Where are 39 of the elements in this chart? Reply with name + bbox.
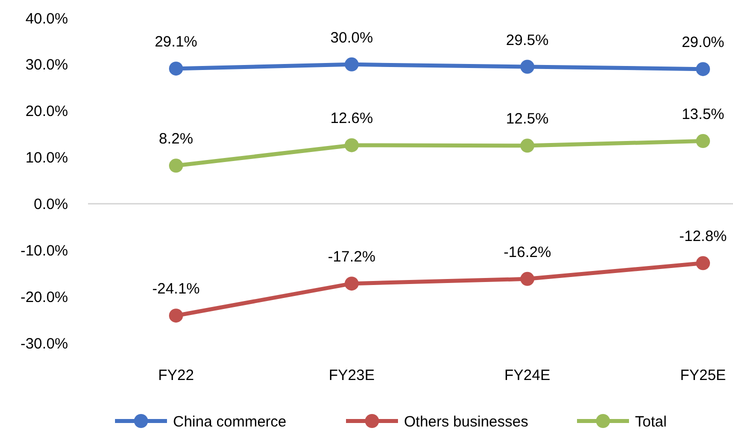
- point: [696, 62, 710, 76]
- y-tick-label: 30.0%: [25, 56, 68, 74]
- point: [344, 138, 359, 152]
- legend-label: China commerce: [173, 413, 286, 430]
- data-label: -16.2%: [504, 244, 552, 261]
- x-tick-label: FY23E: [328, 367, 375, 384]
- data-label: 13.5%: [682, 106, 724, 124]
- data-label: 12.5%: [506, 110, 549, 128]
- x-tick-label: FY22: [158, 367, 194, 384]
- point: [344, 57, 359, 72]
- point: [169, 158, 183, 173]
- legend-label: Others businesses: [404, 413, 528, 430]
- data-label: -17.2%: [328, 248, 376, 266]
- data-label: -12.8%: [679, 228, 727, 246]
- data-label: 8.2%: [158, 130, 194, 148]
- y-tick-label: 10.0%: [25, 150, 68, 167]
- point: [520, 272, 534, 286]
- data-label: -24.1%: [152, 280, 200, 298]
- data-label: 29.0%: [682, 34, 724, 52]
- y-tick-label: 20.0%: [25, 103, 68, 120]
- point: [520, 60, 534, 74]
- data-label: 30.0%: [330, 29, 373, 46]
- data-label: 29.5%: [506, 32, 549, 49]
- y-tick-label: 0.0%: [34, 196, 68, 213]
- x-tick-label: FY24E: [504, 367, 550, 384]
- point: [344, 276, 359, 291]
- point: [169, 308, 183, 323]
- data-label: 29.1%: [154, 34, 198, 51]
- data-label: 12.6%: [330, 110, 373, 128]
- y-tick-label: -20.0%: [20, 288, 68, 306]
- y-tick-label: -30.0%: [20, 335, 68, 352]
- legend-label: Total: [635, 413, 667, 430]
- point: [520, 138, 534, 153]
- y-tick-label: 40.0%: [25, 10, 68, 28]
- x-tick-label: FY25E: [680, 367, 726, 384]
- y-tick-label: -10.0%: [20, 242, 68, 260]
- point: [696, 256, 710, 270]
- point: [169, 62, 183, 76]
- point: [696, 134, 710, 148]
